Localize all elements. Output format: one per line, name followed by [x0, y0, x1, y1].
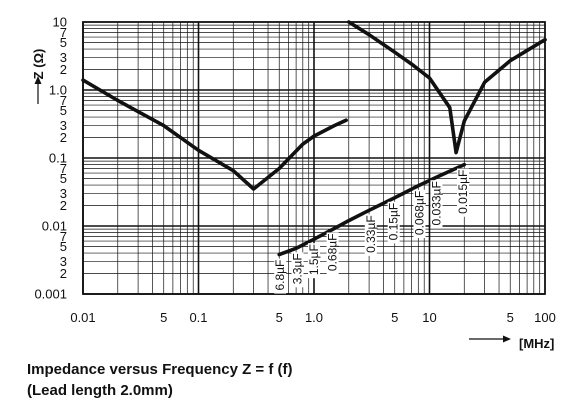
capacitor-label: 6.8µF	[273, 258, 287, 294]
capacitor-label-bg	[291, 252, 304, 288]
capacitor-label-bg	[413, 189, 426, 239]
y-tick-label: 7	[60, 93, 67, 108]
x-axis-unit-label: [MHz]	[519, 336, 554, 351]
capacitor-label-text: 0.15µF	[387, 203, 401, 241]
capacitor-label: 0.33µF	[364, 214, 378, 256]
y-tick-label: 7	[60, 229, 67, 244]
capacitor-label: 0.015µF	[456, 168, 470, 217]
capacitor-label-bg	[430, 180, 443, 229]
capacitor-label: 0.068µF	[413, 189, 427, 239]
y-tick-label: 5	[60, 239, 67, 254]
y-tick-label: 1.0	[49, 83, 67, 98]
y-tick-label: 2	[60, 62, 67, 77]
capacitor-label-bg	[326, 232, 339, 275]
capacitor-label: 3.3µF	[291, 252, 305, 288]
x-tick-label: 5	[160, 310, 167, 325]
resonance-line	[277, 162, 467, 257]
capacitor-label: 1.5µF	[307, 243, 321, 279]
y-tick-label: 3	[60, 254, 67, 269]
y-tick-label: 5	[60, 103, 67, 118]
capacitor-label-text: 6.8µF	[273, 260, 287, 291]
caption-subtitle: (Lead length 2.0mm)	[27, 382, 173, 399]
x-tick-label: 5	[276, 310, 283, 325]
caption-title: Impedance versus Frequency Z = f (f)	[27, 361, 293, 378]
x-tick-label: 10	[422, 310, 436, 325]
capacitor-label-bg	[274, 258, 287, 294]
y-tick-label: 10	[53, 15, 67, 30]
y-axis-arrow	[34, 76, 42, 104]
capacitor-label-text: 0.015µF	[456, 170, 470, 214]
y-tick-label: 7	[60, 25, 67, 40]
capacitor-label-text: 0.68µF	[326, 234, 340, 272]
capacitor-label: 0.15µF	[387, 201, 401, 244]
y-tick-label: 3	[60, 186, 67, 201]
y-tick-label: 3	[60, 50, 67, 65]
y-tick-label: 2	[60, 266, 67, 281]
y-tick-label: 0.1	[49, 151, 67, 166]
y-tick-label: 0.01	[42, 219, 67, 234]
chart-caption: Impedance versus Frequency Z = f (f) (Le…	[27, 359, 293, 401]
capacitor-label-bg	[364, 214, 377, 256]
plot-border	[82, 21, 546, 295]
x-tick-label: 0.1	[189, 310, 207, 325]
capacitor-label-text: 0.33µF	[364, 215, 378, 253]
capacitor-label-text: 3.3µF	[291, 253, 305, 284]
x-axis-arrow	[469, 335, 511, 343]
series-line	[81, 78, 349, 191]
plot-frame	[82, 21, 546, 295]
y-tick-label: 2	[60, 198, 67, 213]
x-tick-label: 5	[391, 310, 398, 325]
capacitor-label: 0.033µF	[430, 180, 444, 229]
x-tick-label: 1.0	[305, 310, 323, 325]
x-tick-label: 0.01	[70, 310, 95, 325]
capacitor-label-bg	[387, 201, 400, 244]
y-tick-label: 0.001	[34, 287, 67, 302]
y-axis-label: Z (Ω)	[31, 49, 46, 80]
capacitor-label-text: 1.5µF	[307, 244, 321, 275]
y-tick-label: 7	[60, 161, 67, 176]
capacitor-label: 0.68µF	[326, 232, 340, 275]
series-lines	[81, 20, 547, 257]
y-tick-label: 2	[60, 130, 67, 145]
capacitor-labels: 6.8µF 3.3µF 1.5µF 0.68µF 0.33µF 0.15µF 0.068µF…	[273, 168, 470, 294]
x-tick-label: 100	[534, 310, 556, 325]
capacitor-label-bg	[457, 168, 469, 217]
capacitor-label-text: 0.033µF	[430, 181, 444, 225]
y-tick-label: 5	[60, 35, 67, 50]
x-tick-label: 5	[507, 310, 514, 325]
capacitor-label-text: 0.068µF	[413, 191, 427, 235]
y-tick-label: 5	[60, 171, 67, 186]
capacitor-label-bg	[308, 243, 320, 279]
series-line	[346, 20, 547, 155]
x-tick-labels: 0.01 5 0.1 5 1.0 5 10 5 100	[70, 310, 556, 325]
y-tick-label: 3	[60, 118, 67, 133]
